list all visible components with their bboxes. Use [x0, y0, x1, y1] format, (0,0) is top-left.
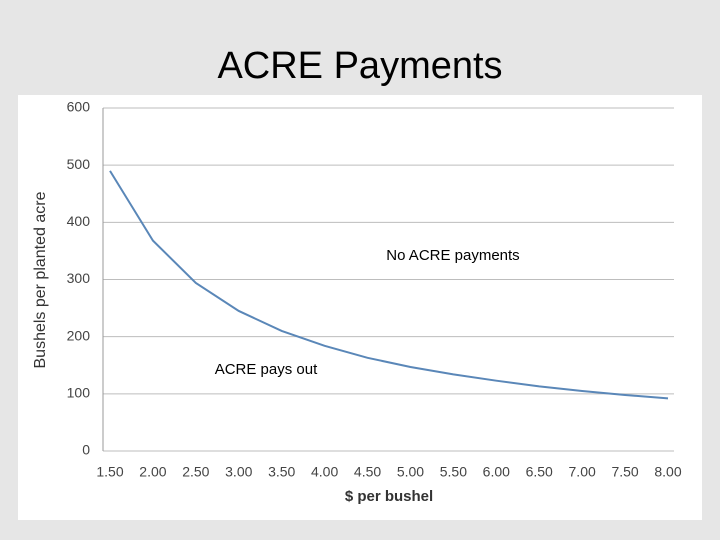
x-tick-label: 7.00	[569, 464, 596, 480]
x-tick-label: 2.00	[139, 464, 166, 480]
annotation: ACRE pays out	[215, 361, 318, 378]
x-tick-label: 7.50	[611, 464, 638, 480]
y-tick-label: 100	[67, 385, 91, 401]
y-tick-label: 200	[67, 327, 91, 343]
x-tick-label: 4.00	[311, 464, 338, 480]
y-tick-label: 300	[67, 270, 91, 286]
y-tick-label: 400	[67, 213, 91, 229]
y-tick-label: 600	[67, 99, 91, 115]
x-tick-label: 6.00	[483, 464, 510, 480]
y-tick-label: 500	[67, 156, 91, 172]
x-tick-label: 2.50	[182, 464, 209, 480]
chart-area	[18, 95, 702, 520]
data-line	[109, 170, 669, 400]
x-axis-label: $ per bushel	[345, 488, 433, 505]
y-axis-label: Bushels per planted acre	[32, 191, 49, 368]
chart-title: ACRE Payments	[217, 45, 502, 87]
x-tick-label: 3.00	[225, 464, 252, 480]
y-tick-label: 0	[82, 442, 90, 458]
x-tick-label: 5.00	[397, 464, 424, 480]
x-tick-label: 5.50	[440, 464, 467, 480]
x-tick-label: 6.50	[526, 464, 553, 480]
annotation: No ACRE payments	[386, 247, 519, 264]
x-tick-label: 1.50	[96, 464, 123, 480]
x-tick-label: 3.50	[268, 464, 295, 480]
x-tick-label: 8.00	[654, 464, 681, 480]
x-tick-label: 4.50	[354, 464, 381, 480]
